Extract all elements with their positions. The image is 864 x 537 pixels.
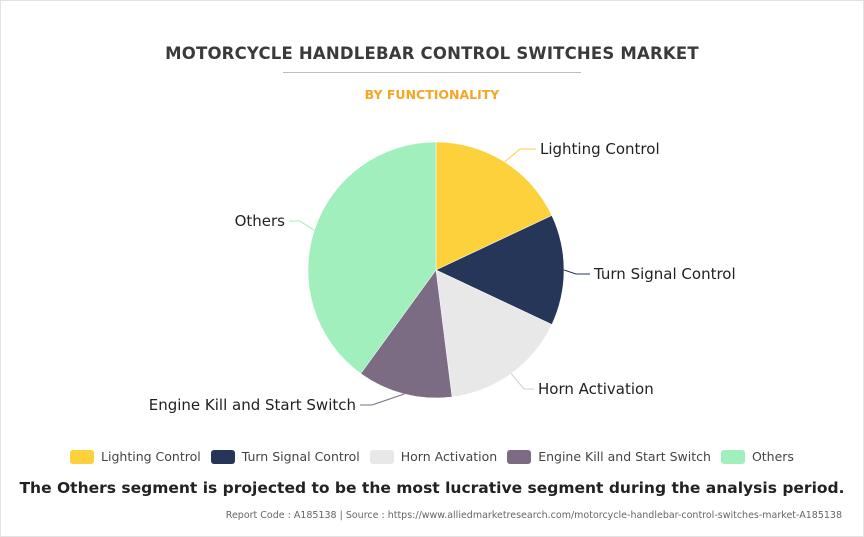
pie-slice-others[interactable] — [307, 141, 437, 374]
source-footer: Report Code : A185138 | Source : https:/… — [225, 510, 842, 521]
legend-swatch — [720, 449, 745, 464]
legend-item-turn-signal-control: Turn Signal Control — [210, 449, 360, 464]
leader-line-horn-activation — [510, 373, 534, 390]
legend-item-engine-kill-and-start-switch: Engine Kill and Start Switch — [507, 449, 711, 464]
title-divider — [283, 72, 581, 73]
leader-line-others — [289, 220, 315, 231]
legend-label: Turn Signal Control — [241, 449, 360, 464]
chart-subtitle: BY FUNCTIONALITY — [364, 87, 500, 102]
slice-label-turn-signal-control: Turn Signal Control — [593, 265, 736, 283]
legend-swatch — [70, 449, 95, 464]
legend-swatch — [210, 449, 235, 464]
leader-line-lighting-control — [504, 148, 536, 163]
legend-item-horn-activation: Horn Activation — [369, 449, 498, 464]
pie-slice-lighting-control[interactable] — [435, 141, 553, 271]
pie-slice-engine-kill-and-start-switch[interactable] — [360, 269, 453, 399]
chart-title: MOTORCYCLE HANDLEBAR CONTROL SWITCHES MA… — [165, 44, 699, 63]
legend-swatch — [507, 449, 532, 464]
slice-label-lighting-control: Lighting Control — [540, 140, 660, 158]
legend-item-others: Others — [720, 449, 794, 464]
legend-label: Others — [751, 449, 794, 464]
slice-label-horn-activation: Horn Activation — [538, 380, 654, 398]
chart-legend: Lighting Control Turn Signal Control Horn … — [0, 449, 864, 464]
leader-line-turn-signal-control — [563, 269, 590, 275]
legend-item-lighting-control: Lighting Control — [70, 449, 201, 464]
legend-swatch — [369, 449, 394, 464]
legend-label: Lighting Control — [101, 449, 201, 464]
slice-label-engine-kill-and-start-switch: Engine Kill and Start Switch — [149, 396, 356, 414]
legend-label: Horn Activation — [400, 449, 498, 464]
pie-slice-horn-activation[interactable] — [435, 269, 553, 398]
leader-line-engine-kill-and-start-switch — [360, 393, 405, 406]
slice-label-others: Others — [235, 212, 286, 230]
legend-label: Engine Kill and Start Switch — [538, 449, 711, 464]
chart-headline: The Others segment is projected to be th… — [19, 479, 845, 497]
